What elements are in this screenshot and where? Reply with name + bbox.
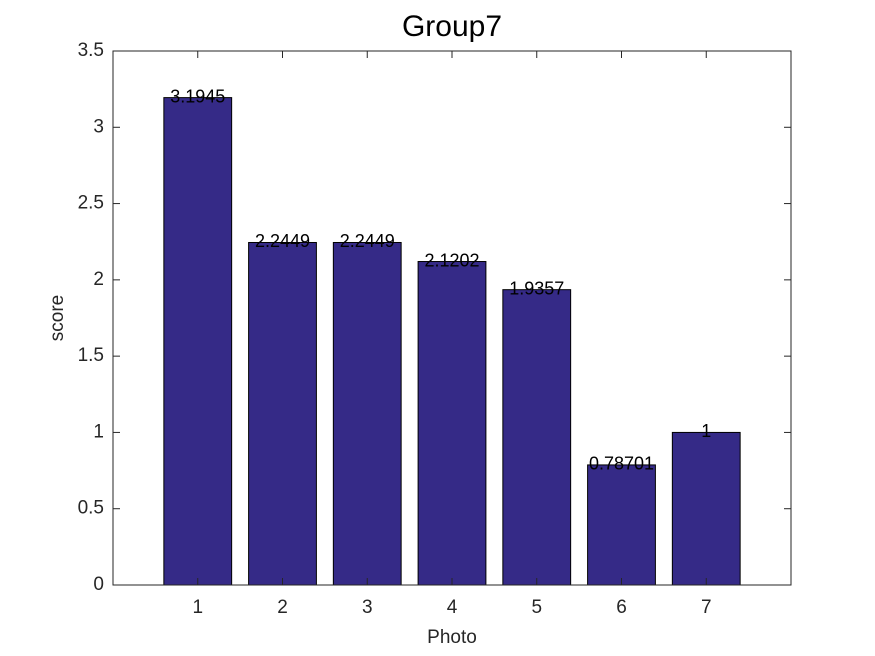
bar: [502, 289, 572, 586]
y-tick-label: 3: [93, 116, 104, 137]
bar: [587, 464, 656, 586]
y-tick-label: 3.5: [78, 40, 104, 61]
chart-title: Group7: [402, 10, 502, 43]
x-tick-label: 4: [447, 597, 458, 618]
value-label: 0.78701: [589, 454, 654, 474]
bar: [332, 241, 402, 586]
value-label: 2.2449: [255, 231, 310, 251]
y-tick-label: 1: [93, 421, 104, 442]
value-label: 1.9357: [509, 278, 564, 298]
y-tick-label: 1.5: [78, 345, 104, 366]
value-label: 3.1945: [170, 86, 225, 106]
x-tick-label: 5: [531, 597, 542, 618]
value-label: 2.2449: [340, 231, 395, 251]
x-tick-label: 2: [277, 597, 288, 618]
value-label: 2.1202: [424, 250, 479, 270]
bar: [163, 97, 233, 586]
x-tick-label: 7: [701, 597, 712, 618]
y-tick-label: 2.5: [78, 193, 104, 214]
x-tick-label: 3: [362, 597, 373, 618]
x-tick-label: 1: [192, 597, 203, 618]
y-tick-label: 0: [93, 574, 104, 595]
value-label: 1: [701, 421, 711, 441]
y-tick-label: 2: [93, 269, 104, 290]
x-tick-label: 6: [616, 597, 627, 618]
y-axis-label: score: [47, 295, 68, 341]
bar: [248, 241, 317, 586]
bar: [671, 431, 741, 586]
x-axis-label: Photo: [427, 627, 477, 648]
bar: [417, 261, 487, 586]
y-tick-label: 0.5: [78, 498, 104, 519]
